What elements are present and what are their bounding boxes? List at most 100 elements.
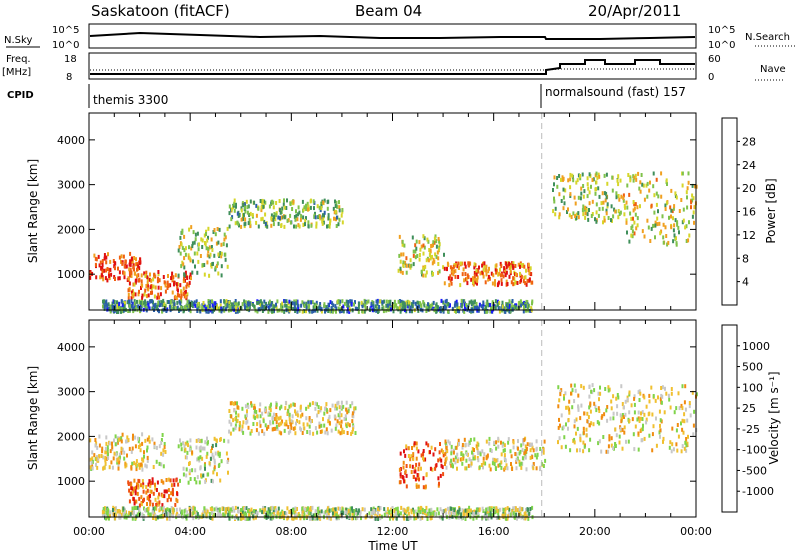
scatter-cell [493, 462, 496, 466]
scatter-cell [219, 437, 222, 442]
scatter-cell [135, 485, 138, 490]
scatter-cell [407, 454, 410, 458]
scatter-cell [287, 515, 290, 520]
scatter-cell [642, 183, 645, 188]
scatter-cell [402, 260, 405, 265]
scatter-cell [439, 473, 442, 478]
scatter-cell [432, 240, 435, 245]
scatter-cell [266, 426, 268, 431]
scatter-cell [316, 506, 319, 511]
scatter-cell [240, 208, 243, 213]
scatter-cell [574, 201, 577, 206]
scatter-cell [332, 507, 335, 512]
scatter-cell [485, 439, 488, 444]
scatter-cell [280, 404, 283, 409]
scatter-cell [474, 280, 477, 285]
scatter-cell [273, 304, 276, 309]
scatter-cell [321, 219, 324, 224]
scatter-cell [89, 438, 92, 443]
scatter-cell [619, 178, 622, 183]
scatter-cell [405, 256, 408, 261]
scatter-cell [148, 435, 151, 440]
scatter-cell [586, 182, 589, 187]
scatter-cell [269, 408, 272, 413]
scatter-cell [255, 203, 258, 208]
scatter-cell [133, 307, 136, 312]
scatter-cell [675, 241, 678, 246]
scatter-cell [192, 511, 195, 516]
scatter-cell [152, 516, 155, 520]
scatter-cell [634, 424, 637, 429]
scatter-cell [116, 310, 118, 314]
scatter-cell [306, 510, 309, 515]
scatter-cell [146, 437, 149, 442]
scatter-cell [495, 440, 498, 445]
scatter-cell [104, 446, 107, 451]
scatter-cell [633, 220, 636, 225]
scatter-cell [331, 403, 334, 408]
scatter-cell [424, 509, 426, 513]
scatter-cell [481, 515, 484, 520]
scatter-cell [170, 483, 173, 488]
scatter-cell [630, 226, 633, 230]
scatter-cell [452, 265, 455, 269]
scatter-cell [213, 436, 216, 441]
scatter-cell [309, 300, 312, 305]
scatter-cell [422, 476, 425, 481]
scatter-cell [462, 512, 465, 517]
scatter-cell [248, 513, 251, 518]
scatter-cell [104, 513, 107, 518]
scatter-cell [616, 404, 619, 409]
scatter-cell [581, 172, 584, 177]
scatter-cell [407, 511, 410, 516]
scatter-cell [151, 510, 154, 515]
scatter-cell [181, 512, 183, 517]
scatter-cell [237, 413, 240, 418]
scatter-cell [414, 477, 417, 482]
scatter-cell [485, 309, 488, 314]
scatter-cell [252, 302, 254, 307]
scatter-cell [617, 395, 620, 400]
scatter-cell [488, 436, 491, 441]
scatter-cell [535, 455, 538, 460]
scatter-cell [143, 300, 146, 305]
scatter-cell [297, 205, 300, 210]
scatter-cell [125, 264, 128, 269]
scatter-cell [463, 437, 466, 442]
scatter-cell [327, 213, 330, 218]
scatter-cell [498, 271, 501, 276]
scatter-cell [137, 436, 140, 441]
scatter-cell [398, 467, 401, 472]
scatter-cell [414, 509, 417, 514]
scatter-cell [579, 174, 582, 178]
scatter-cell [193, 240, 196, 245]
scatter-cell [562, 206, 565, 211]
scatter-cell [220, 513, 223, 518]
scatter-cell [283, 511, 286, 516]
scatter-cell [112, 456, 115, 461]
scatter-cell [307, 300, 310, 305]
scatter-cell [399, 266, 402, 271]
scatter-cell [218, 512, 221, 517]
scatter-cell [135, 459, 138, 464]
scatter-cell [246, 303, 249, 308]
scatter-cell [619, 426, 622, 431]
scatter-cell [168, 516, 171, 521]
scatter-cell [133, 501, 136, 506]
scatter-cell [151, 306, 154, 311]
scatter-cell [248, 301, 251, 306]
scatter-cell [570, 383, 573, 388]
scatter-cell [245, 506, 248, 511]
scatter-cell [303, 309, 305, 314]
scatter-cell [433, 240, 436, 245]
scatter-cell [157, 276, 159, 281]
scatter-cell [586, 176, 589, 181]
scatter-cell [493, 440, 496, 445]
scatter-cell [146, 280, 149, 285]
scatter-cell [105, 255, 108, 260]
scatter-cell [564, 391, 567, 396]
scatter-cell [590, 214, 593, 218]
scatter-cell [128, 281, 131, 286]
scatter-cell [633, 206, 636, 211]
scatter-cell [687, 238, 690, 243]
